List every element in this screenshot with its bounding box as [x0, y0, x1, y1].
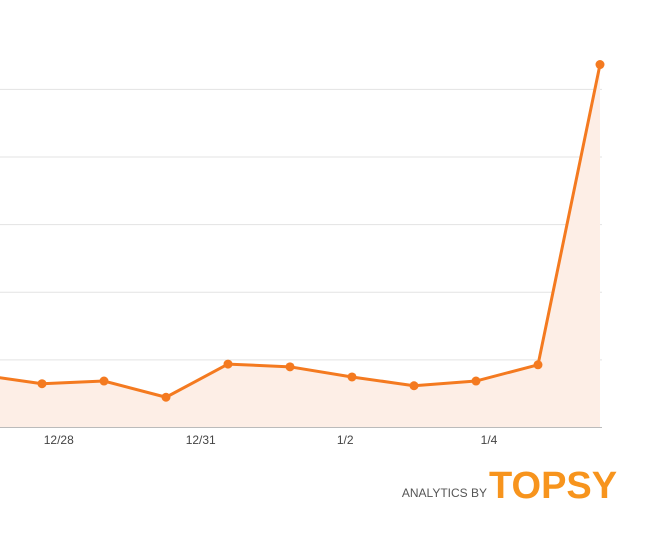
- x-tick-label: 12/31: [186, 433, 216, 447]
- point: [223, 359, 233, 369]
- point: [595, 60, 605, 70]
- branding-prefix: ANALYTICS BY: [402, 486, 487, 500]
- area: [0, 64, 600, 427]
- point: [471, 376, 481, 386]
- point: [533, 360, 543, 370]
- x-tick-label: 12/28: [44, 433, 74, 447]
- point: [285, 362, 295, 372]
- point: [409, 381, 419, 391]
- point: [37, 379, 47, 389]
- x-tick-label: 1/2: [337, 433, 354, 447]
- branding-logo: TOPSY: [489, 465, 617, 507]
- point: [99, 376, 109, 386]
- point: [347, 372, 357, 382]
- point: [161, 392, 171, 402]
- line: [0, 64, 602, 399]
- x-tick-label: 1/4: [481, 433, 498, 447]
